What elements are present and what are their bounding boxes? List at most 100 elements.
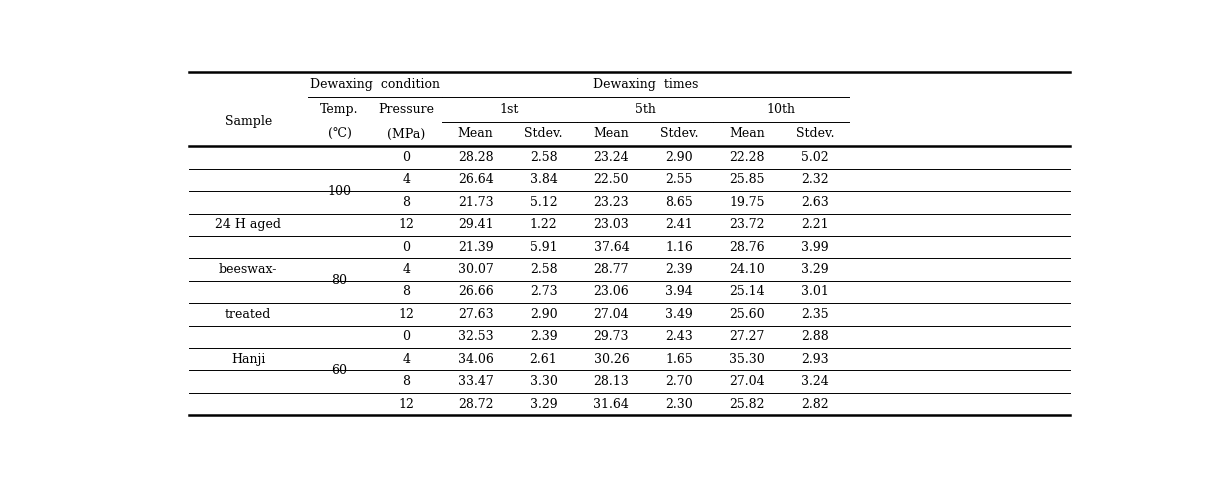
Text: 12: 12 bbox=[398, 308, 414, 321]
Text: 1st: 1st bbox=[500, 103, 519, 116]
Text: 2.58: 2.58 bbox=[530, 151, 558, 164]
Text: 30.07: 30.07 bbox=[457, 263, 494, 276]
Text: 22.50: 22.50 bbox=[594, 173, 629, 186]
Text: 2.88: 2.88 bbox=[801, 331, 829, 343]
Text: 3.94: 3.94 bbox=[666, 285, 693, 298]
Text: Hanji: Hanji bbox=[231, 353, 265, 366]
Text: 27.04: 27.04 bbox=[730, 375, 765, 388]
Text: 1.22: 1.22 bbox=[530, 218, 558, 231]
Text: 34.06: 34.06 bbox=[457, 353, 494, 366]
Text: 5.91: 5.91 bbox=[530, 240, 558, 254]
Text: 5.12: 5.12 bbox=[530, 196, 558, 209]
Text: 2.90: 2.90 bbox=[666, 151, 693, 164]
Text: 21.39: 21.39 bbox=[457, 240, 494, 254]
Text: Pressure: Pressure bbox=[379, 103, 434, 116]
Text: 0: 0 bbox=[403, 151, 410, 164]
Text: 4: 4 bbox=[403, 263, 410, 276]
Text: 29.73: 29.73 bbox=[594, 331, 629, 343]
Text: Dewaxing  condition: Dewaxing condition bbox=[310, 78, 439, 91]
Text: 2.41: 2.41 bbox=[666, 218, 693, 231]
Text: 25.14: 25.14 bbox=[730, 285, 765, 298]
Text: 80: 80 bbox=[332, 274, 347, 287]
Text: 23.23: 23.23 bbox=[594, 196, 629, 209]
Text: 2.39: 2.39 bbox=[666, 263, 693, 276]
Text: 0: 0 bbox=[403, 240, 410, 254]
Text: 3.84: 3.84 bbox=[530, 173, 558, 186]
Text: 5th: 5th bbox=[635, 103, 656, 116]
Text: treated: treated bbox=[225, 308, 271, 321]
Text: 3.29: 3.29 bbox=[530, 398, 558, 411]
Text: 2.39: 2.39 bbox=[530, 331, 558, 343]
Text: 2.61: 2.61 bbox=[530, 353, 558, 366]
Text: 8: 8 bbox=[403, 375, 410, 388]
Text: 1.65: 1.65 bbox=[666, 353, 693, 366]
Text: 3.49: 3.49 bbox=[666, 308, 693, 321]
Text: Mean: Mean bbox=[730, 127, 765, 140]
Text: 2.55: 2.55 bbox=[666, 173, 693, 186]
Text: Stdev.: Stdev. bbox=[796, 127, 835, 140]
Text: 2.21: 2.21 bbox=[801, 218, 829, 231]
Text: 4: 4 bbox=[403, 353, 410, 366]
Text: 31.64: 31.64 bbox=[593, 398, 629, 411]
Text: 28.76: 28.76 bbox=[730, 240, 765, 254]
Text: 2.90: 2.90 bbox=[530, 308, 558, 321]
Text: 100: 100 bbox=[328, 184, 351, 198]
Text: 2.70: 2.70 bbox=[666, 375, 693, 388]
Text: 23.24: 23.24 bbox=[594, 151, 629, 164]
Text: 2.58: 2.58 bbox=[530, 263, 558, 276]
Text: 23.03: 23.03 bbox=[594, 218, 629, 231]
Text: 25.82: 25.82 bbox=[730, 398, 765, 411]
Text: 3.99: 3.99 bbox=[801, 240, 829, 254]
Text: 2.35: 2.35 bbox=[801, 308, 829, 321]
Text: 37.64: 37.64 bbox=[594, 240, 629, 254]
Text: Stdev.: Stdev. bbox=[661, 127, 698, 140]
Text: 35.30: 35.30 bbox=[730, 353, 765, 366]
Text: Stdev.: Stdev. bbox=[524, 127, 563, 140]
Text: 0: 0 bbox=[403, 331, 410, 343]
Text: 4: 4 bbox=[403, 173, 410, 186]
Text: 2.73: 2.73 bbox=[530, 285, 558, 298]
Text: 33.47: 33.47 bbox=[457, 375, 494, 388]
Text: 2.30: 2.30 bbox=[666, 398, 693, 411]
Text: 28.28: 28.28 bbox=[457, 151, 494, 164]
Text: 30.26: 30.26 bbox=[594, 353, 629, 366]
Text: (MPa): (MPa) bbox=[387, 127, 426, 140]
Text: 3.30: 3.30 bbox=[530, 375, 558, 388]
Text: 2.93: 2.93 bbox=[801, 353, 829, 366]
Text: Mean: Mean bbox=[594, 127, 629, 140]
Text: 12: 12 bbox=[398, 218, 414, 231]
Text: beeswax-: beeswax- bbox=[219, 263, 277, 276]
Text: 19.75: 19.75 bbox=[730, 196, 765, 209]
Text: 8: 8 bbox=[403, 196, 410, 209]
Text: 2.32: 2.32 bbox=[801, 173, 829, 186]
Text: 25.60: 25.60 bbox=[730, 308, 765, 321]
Text: Dewaxing  times: Dewaxing times bbox=[593, 78, 698, 91]
Text: 27.63: 27.63 bbox=[457, 308, 494, 321]
Text: 3.24: 3.24 bbox=[801, 375, 829, 388]
Text: (℃): (℃) bbox=[328, 127, 351, 140]
Text: Mean: Mean bbox=[457, 127, 494, 140]
Text: 12: 12 bbox=[398, 398, 414, 411]
Text: 26.64: 26.64 bbox=[457, 173, 494, 186]
Text: 32.53: 32.53 bbox=[457, 331, 494, 343]
Text: 23.72: 23.72 bbox=[730, 218, 765, 231]
Text: 27.04: 27.04 bbox=[594, 308, 629, 321]
Text: 1.16: 1.16 bbox=[666, 240, 693, 254]
Text: Sample: Sample bbox=[225, 115, 272, 128]
Text: 27.27: 27.27 bbox=[730, 331, 765, 343]
Text: 28.77: 28.77 bbox=[594, 263, 629, 276]
Text: 3.29: 3.29 bbox=[801, 263, 829, 276]
Text: 8: 8 bbox=[403, 285, 410, 298]
Text: 60: 60 bbox=[332, 364, 347, 377]
Text: 21.73: 21.73 bbox=[457, 196, 494, 209]
Text: Temp.: Temp. bbox=[321, 103, 358, 116]
Text: 3.01: 3.01 bbox=[801, 285, 829, 298]
Text: 28.72: 28.72 bbox=[457, 398, 494, 411]
Text: 28.13: 28.13 bbox=[594, 375, 629, 388]
Text: 24 H aged: 24 H aged bbox=[215, 218, 281, 231]
Text: 26.66: 26.66 bbox=[457, 285, 494, 298]
Text: 25.85: 25.85 bbox=[730, 173, 765, 186]
Text: 2.63: 2.63 bbox=[801, 196, 829, 209]
Text: 22.28: 22.28 bbox=[730, 151, 765, 164]
Text: 24.10: 24.10 bbox=[730, 263, 765, 276]
